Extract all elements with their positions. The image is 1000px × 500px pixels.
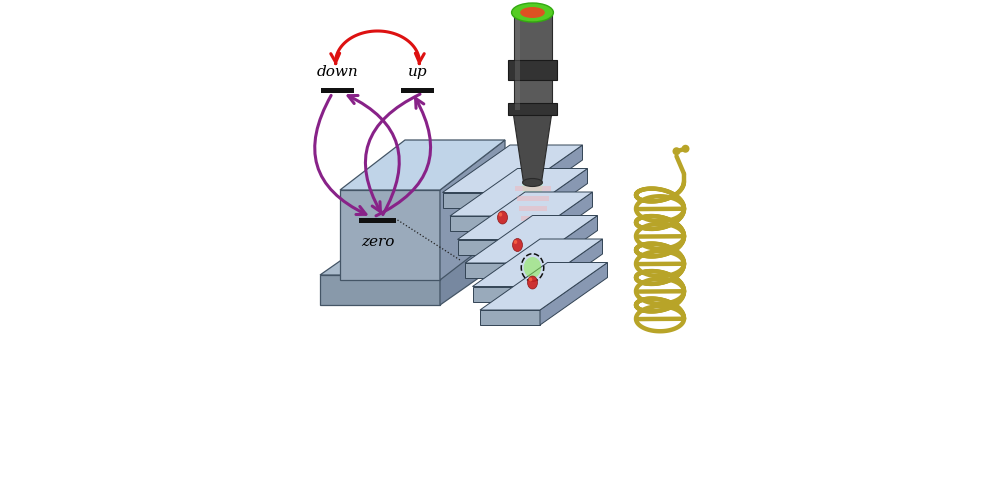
Bar bbox=[359, 218, 396, 222]
Polygon shape bbox=[442, 145, 582, 192]
Ellipse shape bbox=[512, 238, 522, 252]
Polygon shape bbox=[520, 216, 544, 220]
Polygon shape bbox=[518, 206, 546, 210]
Polygon shape bbox=[480, 310, 540, 325]
Polygon shape bbox=[465, 216, 598, 263]
Ellipse shape bbox=[499, 212, 502, 216]
Polygon shape bbox=[450, 216, 520, 231]
Polygon shape bbox=[440, 240, 490, 305]
Polygon shape bbox=[450, 168, 588, 216]
Polygon shape bbox=[515, 145, 582, 208]
Polygon shape bbox=[480, 262, 608, 310]
Ellipse shape bbox=[514, 240, 517, 244]
Polygon shape bbox=[514, 186, 550, 190]
Polygon shape bbox=[516, 196, 548, 200]
Polygon shape bbox=[514, 182, 552, 252]
Polygon shape bbox=[508, 102, 556, 115]
Text: up: up bbox=[408, 65, 427, 79]
Polygon shape bbox=[540, 262, 608, 325]
Ellipse shape bbox=[520, 7, 545, 18]
Ellipse shape bbox=[524, 257, 541, 278]
Polygon shape bbox=[458, 192, 592, 240]
Polygon shape bbox=[340, 190, 440, 280]
Ellipse shape bbox=[498, 211, 508, 224]
Polygon shape bbox=[526, 246, 538, 250]
Polygon shape bbox=[522, 226, 542, 230]
Polygon shape bbox=[473, 286, 535, 302]
Bar bbox=[321, 88, 354, 92]
Polygon shape bbox=[442, 192, 515, 208]
Polygon shape bbox=[320, 275, 440, 305]
Polygon shape bbox=[440, 140, 505, 280]
Polygon shape bbox=[514, 10, 552, 115]
Ellipse shape bbox=[529, 278, 532, 281]
Bar bbox=[401, 88, 434, 92]
Polygon shape bbox=[515, 15, 520, 110]
Polygon shape bbox=[458, 240, 525, 254]
Polygon shape bbox=[340, 140, 505, 190]
Polygon shape bbox=[520, 168, 588, 231]
Polygon shape bbox=[522, 182, 543, 252]
Polygon shape bbox=[465, 263, 530, 278]
Text: zero: zero bbox=[361, 235, 394, 249]
Ellipse shape bbox=[512, 3, 553, 22]
Polygon shape bbox=[514, 115, 552, 182]
Text: down: down bbox=[317, 65, 358, 79]
Polygon shape bbox=[525, 192, 592, 254]
Polygon shape bbox=[473, 239, 602, 286]
Polygon shape bbox=[535, 239, 602, 302]
Polygon shape bbox=[524, 236, 540, 240]
Ellipse shape bbox=[528, 276, 538, 289]
Ellipse shape bbox=[523, 178, 542, 186]
Polygon shape bbox=[530, 216, 598, 278]
Circle shape bbox=[672, 147, 680, 155]
Polygon shape bbox=[320, 240, 490, 275]
Polygon shape bbox=[508, 60, 556, 80]
Circle shape bbox=[682, 145, 690, 153]
